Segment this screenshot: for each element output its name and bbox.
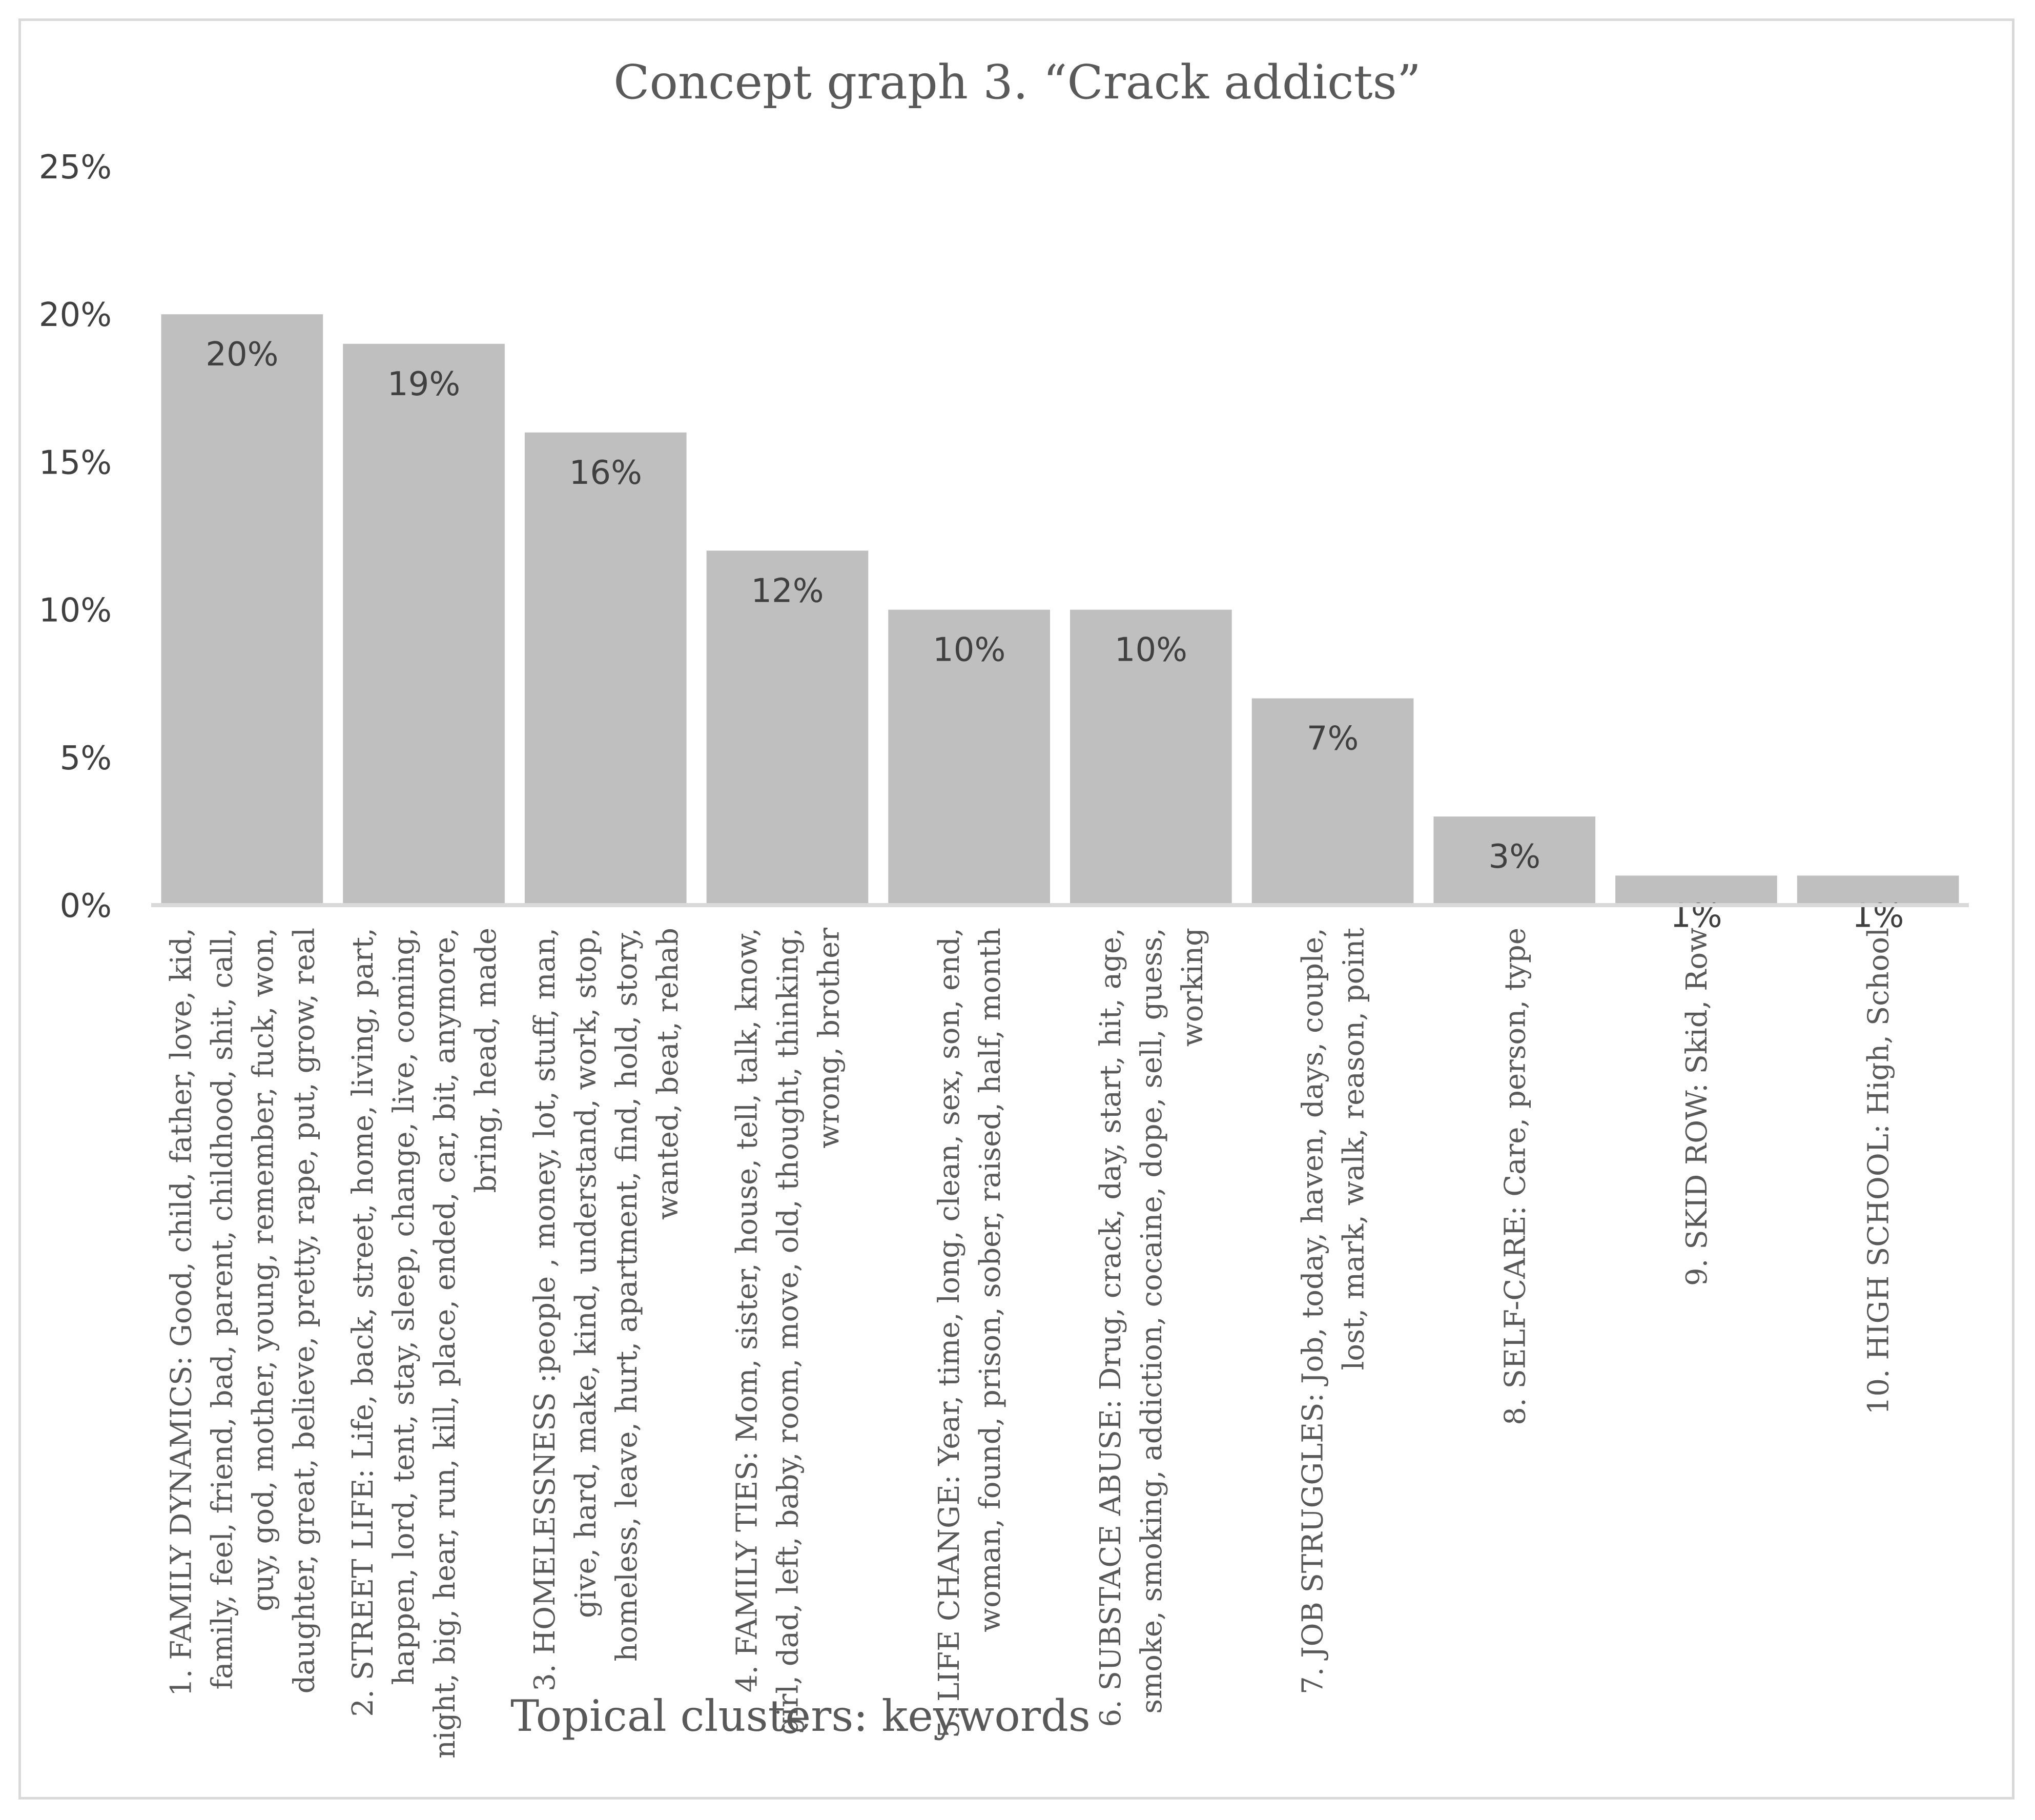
x-category-label-line: woman, found, prison, sober, raised, hal… (974, 928, 1007, 1632)
x-category-label-line: 3. HOMELESSNESS :people , money, lot, st… (528, 928, 562, 1691)
x-category-label-line: 8. SELF-CARE: Care, person, type (1498, 928, 1532, 1425)
x-category-label-line: 9. SKID ROW: Skid, Row (1680, 928, 1714, 1286)
data-label: 10% (1115, 631, 1187, 669)
x-category-label: 10. HIGH SCHOOL: High, School (1862, 928, 1896, 1415)
x-axis-title: Topical clusters: keywords (510, 1691, 1091, 1741)
y-tick-label: 25% (39, 149, 112, 187)
x-category-label-line: wrong, brother (812, 928, 846, 1149)
x-category-label-line: daughter, great, believe, pretty, rape, … (287, 928, 321, 1693)
bar (1433, 816, 1596, 905)
x-category-label-line: lost, mark, walk, reason, point (1338, 928, 1371, 1371)
x-category-label-text: 4. FAMILY TIES: Mom, sister, house, tell… (730, 928, 846, 1735)
data-label: 12% (751, 572, 824, 610)
chart-title: Concept graph 3. “Crack addicts” (613, 55, 1421, 110)
y-tick-label: 20% (39, 296, 112, 334)
bar (161, 314, 323, 906)
bar (1797, 875, 1959, 905)
bar (524, 432, 687, 905)
x-category-label-line: 10. HIGH SCHOOL: High, School (1862, 928, 1896, 1415)
y-tick-label: 5% (59, 740, 112, 778)
x-category-label-line: bring, head, made (469, 928, 503, 1193)
data-label: 3% (1488, 838, 1540, 876)
x-category-label-text: 7. JOB STRUGGLES: Job, today, haven, day… (1297, 928, 1371, 1695)
x-category-label-text: 6. SUBSTACE ABUSE: Drug, crack, day, sta… (1094, 928, 1209, 1727)
data-label: 7% (1307, 720, 1359, 758)
x-category-label: 5. LIFE CHANGE: Year, time, long, clean,… (933, 928, 1007, 1738)
x-category-label: 4. FAMILY TIES: Mom, sister, house, tell… (730, 928, 846, 1735)
x-category-label-text: 8. SELF-CARE: Care, person, type (1498, 928, 1532, 1425)
x-category-label: 1. FAMILY DYNAMICS: Good, child, father,… (165, 928, 321, 1696)
bar (706, 550, 869, 905)
x-category-label: 2. STREET LIFE: Life, back, street, home… (346, 928, 503, 1758)
x-category-label-line: wanted, beat, rehab (651, 928, 685, 1220)
x-category-label-line: night, big, hear, run, kill, place, ende… (428, 928, 462, 1758)
x-category-label-text: 5. LIFE CHANGE: Year, time, long, clean,… (933, 928, 1007, 1738)
data-label: 20% (205, 336, 278, 374)
x-category-label-text: 3. HOMELESSNESS :people , money, lot, st… (528, 928, 685, 1691)
x-category-label-line: working (1176, 928, 1209, 1047)
x-category-label: 7. JOB STRUGGLES: Job, today, haven, day… (1297, 928, 1371, 1695)
bar (343, 343, 505, 905)
bar (1251, 698, 1414, 905)
x-category-label-line: 1. FAMILY DYNAMICS: Good, child, father,… (165, 928, 198, 1696)
y-tick-label: 10% (39, 592, 112, 630)
x-category-label-line: 6. SUBSTACE ABUSE: Drug, crack, day, sta… (1094, 928, 1127, 1727)
x-category-label-line: girl, dad, left, baby, room, move, old, … (771, 928, 805, 1735)
x-category-label-text: 10. HIGH SCHOOL: High, School (1862, 928, 1896, 1415)
data-label: 10% (933, 631, 1005, 669)
x-category-label-line: 2. STREET LIFE: Life, back, street, home… (346, 928, 380, 1717)
x-category-label-text: 2. STREET LIFE: Life, back, street, home… (346, 928, 503, 1758)
x-category-label-line: 5. LIFE CHANGE: Year, time, long, clean,… (933, 928, 966, 1738)
bar (1070, 609, 1232, 905)
chart-frame (18, 18, 2015, 1799)
data-labels-group: 20%19%16%12%10% 10%7%3%1% 1% (205, 336, 1904, 935)
x-category-label: 8. SELF-CARE: Care, person, type (1498, 928, 1532, 1425)
bar (888, 609, 1050, 905)
x-category-label-line: happen, lord, tent, stay, sleep, change,… (387, 928, 421, 1685)
x-axis-category-labels: 1. FAMILY DYNAMICS: Good, child, father,… (165, 928, 1895, 1759)
x-category-label-text: 1. FAMILY DYNAMICS: Good, child, father,… (165, 928, 321, 1696)
x-category-label: 9. SKID ROW: Skid, Row (1680, 928, 1714, 1286)
x-category-label-line: family, feel, friend, bad, parent, child… (205, 928, 239, 1690)
bar (1615, 875, 1777, 905)
data-label: 19% (387, 365, 460, 403)
x-category-label-line: homeless, leave, hurt, apartment, find, … (610, 928, 644, 1662)
y-axis-ticks: 0% 5% 10% 15% 20% 25% (39, 149, 112, 925)
x-category-label-line: 4. FAMILY TIES: Mom, sister, house, tell… (730, 928, 764, 1692)
y-tick-label: 0% (59, 887, 112, 925)
bars-group (161, 314, 1959, 906)
x-category-label: 6. SUBSTACE ABUSE: Drug, crack, day, sta… (1094, 928, 1209, 1727)
data-label: 16% (569, 454, 642, 492)
x-category-label-line: give, hard, make, kind, understand, work… (569, 928, 603, 1618)
x-category-label-line: 7. JOB STRUGGLES: Job, today, haven, day… (1297, 928, 1330, 1694)
x-category-label-text: 9. SKID ROW: Skid, Row (1680, 928, 1714, 1286)
x-category-label-line: guy, god, mother, young, remember, fuck,… (246, 928, 280, 1611)
y-tick-label: 15% (39, 444, 112, 482)
x-category-label: 3. HOMELESSNESS :people , money, lot, st… (528, 928, 685, 1691)
x-category-label-line: smoke, smoking, addiction, cocaine, dope… (1135, 928, 1168, 1714)
